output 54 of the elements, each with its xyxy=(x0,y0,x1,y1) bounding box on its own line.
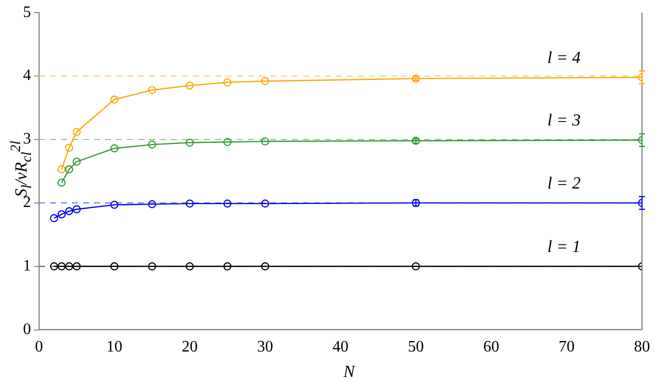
series-label: l = 3 xyxy=(547,110,581,130)
point xyxy=(186,200,194,208)
x-tick-label: 70 xyxy=(558,338,575,356)
x-tick-label: 30 xyxy=(257,338,274,356)
point xyxy=(223,78,232,86)
series-label: l = 2 xyxy=(547,173,582,192)
point xyxy=(223,262,232,270)
x-tick-label: 60 xyxy=(483,338,500,356)
x-axis-title: N xyxy=(343,362,355,382)
point xyxy=(58,262,66,270)
point xyxy=(261,200,270,208)
y-tick-label: 4 xyxy=(23,67,31,84)
point xyxy=(148,262,156,270)
point xyxy=(50,214,58,222)
series-label: l = 1 xyxy=(547,236,581,256)
point xyxy=(65,165,74,174)
point xyxy=(186,138,194,147)
point xyxy=(412,262,420,270)
y-tick-label: 5 xyxy=(23,4,31,21)
point xyxy=(148,200,156,208)
point xyxy=(261,77,270,86)
x-tick-label: 40 xyxy=(332,338,348,356)
point xyxy=(72,205,81,214)
x-tick-label: 20 xyxy=(182,338,198,356)
point xyxy=(65,207,74,216)
point xyxy=(72,128,81,136)
y-tick-label: 0 xyxy=(23,321,31,338)
point xyxy=(65,144,74,152)
x-tick-label: 50 xyxy=(408,338,424,356)
point xyxy=(72,262,81,270)
point xyxy=(50,262,58,270)
y-tick-label: 1 xyxy=(23,258,31,275)
point xyxy=(223,138,232,146)
point xyxy=(148,86,156,94)
point xyxy=(58,178,66,187)
y-tick-label: 2 xyxy=(23,194,31,212)
point xyxy=(58,210,66,218)
point xyxy=(65,262,74,270)
point xyxy=(72,158,81,166)
x-tick-label: 10 xyxy=(106,338,122,356)
point xyxy=(110,262,118,270)
point xyxy=(58,165,66,174)
point xyxy=(223,200,232,208)
series-label: l = 4 xyxy=(547,48,582,67)
x-tick-label: 0 xyxy=(35,338,43,356)
point xyxy=(261,262,270,270)
point xyxy=(186,82,194,90)
point xyxy=(148,140,156,149)
point xyxy=(186,262,194,270)
point xyxy=(261,137,270,146)
x-tick-label: 80 xyxy=(634,338,650,356)
point xyxy=(110,144,118,152)
point xyxy=(110,95,118,104)
point xyxy=(110,200,118,209)
